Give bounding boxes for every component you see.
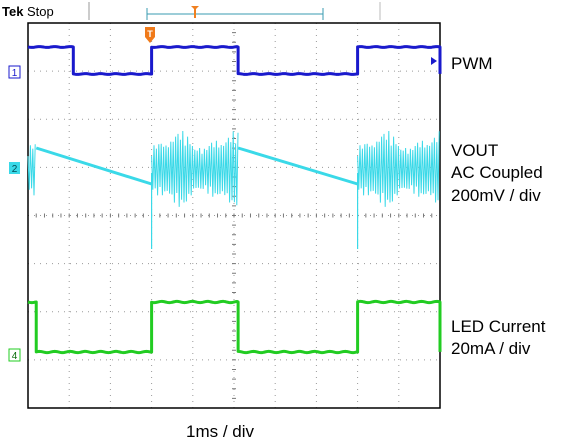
vout-trace	[27, 130, 440, 249]
acquisition-status: Stop	[27, 4, 54, 19]
vout-ripple-burst	[357, 130, 440, 207]
channel-1-number: 1	[12, 68, 18, 79]
timebase-label: 1ms / div	[186, 422, 255, 441]
screen-frame	[27, 22, 441, 409]
channel-4-marker[interactable]: 4	[8, 348, 21, 362]
svg-text:T: T	[147, 29, 153, 39]
led-current-trace	[27, 299, 442, 355]
pwm-label: PWM	[451, 54, 493, 73]
brand-label: Tek	[2, 4, 24, 19]
channel-2-marker[interactable]: 2	[9, 162, 20, 175]
vout-ripple-burst	[27, 144, 36, 196]
channel-1-marker[interactable]: 1	[8, 65, 21, 79]
trigger-level-icon	[431, 57, 437, 65]
vout-ramp	[35, 146, 153, 186]
led-current-scale-label: 20mA / div	[451, 339, 531, 358]
led-current-label: LED Current	[451, 317, 546, 336]
vout-scale-label: 200mV / div	[451, 186, 541, 205]
trigger-position-icon: T	[145, 27, 155, 43]
vout-ramp	[237, 146, 359, 186]
channel-4-number: 4	[12, 351, 18, 362]
waveform-traces	[27, 45, 442, 355]
vout-ripple-burst	[151, 130, 239, 207]
vout-label: VOUT	[451, 141, 499, 160]
record-trigger-icon	[191, 6, 199, 10]
vout-coupling-label: AC Coupled	[451, 163, 543, 182]
channel-2-number: 2	[12, 164, 18, 175]
record-length-bar	[146, 6, 324, 20]
pwm-trace	[27, 45, 442, 76]
graticule	[27, 22, 441, 409]
